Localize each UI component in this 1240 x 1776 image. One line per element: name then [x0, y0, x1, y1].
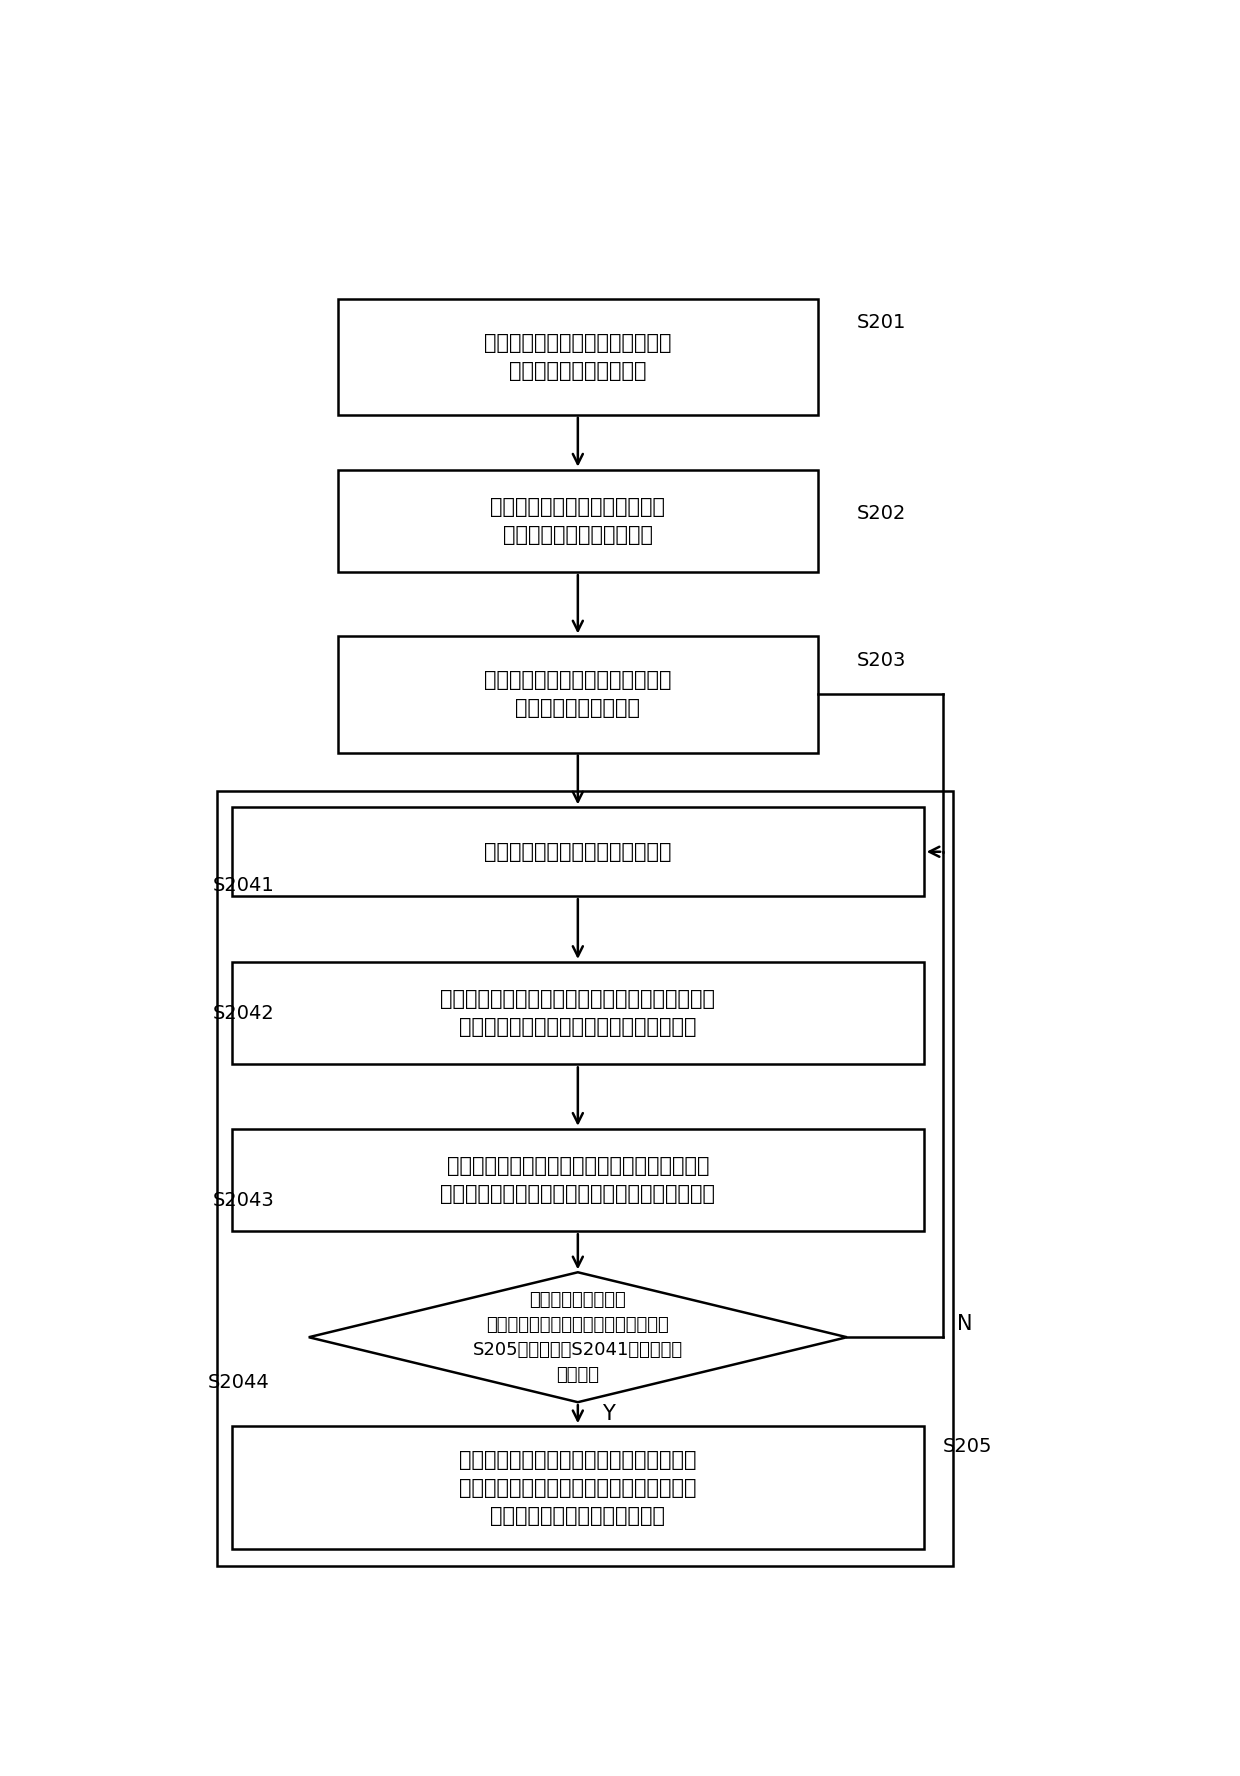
FancyBboxPatch shape: [232, 1130, 924, 1231]
Text: S2041: S2041: [213, 876, 274, 895]
Text: 根据所预置的自由参数值，对训练样本数据进行训
练建模，获得一个回归方程式作为建模结果: 根据所预置的自由参数值，对训练样本数据进行训 练建模，获得一个回归方程式作为建模…: [440, 989, 715, 1037]
FancyBboxPatch shape: [337, 469, 818, 572]
Text: 预置支持向量机模型的自由参数值: 预置支持向量机模型的自由参数值: [484, 842, 672, 861]
Text: 对所述正常样本数据进行相空间重
构，获得训练样本数据: 对所述正常样本数据进行相空间重 构，获得训练样本数据: [484, 671, 672, 719]
Text: Y: Y: [601, 1405, 615, 1424]
Text: 获取网络性能指标的历史值，动态
获取最新的历史样本数据: 获取网络性能指标的历史值，动态 获取最新的历史样本数据: [484, 332, 672, 380]
FancyBboxPatch shape: [232, 1426, 924, 1549]
Text: S201: S201: [857, 313, 906, 332]
FancyBboxPatch shape: [337, 636, 818, 753]
FancyBboxPatch shape: [232, 963, 924, 1064]
Text: N: N: [957, 1314, 973, 1334]
Text: 对所述最新的历史样本数据进行
预处理，获得正常样本数据: 对所述最新的历史样本数据进行 预处理，获得正常样本数据: [490, 497, 666, 545]
Text: S205: S205: [944, 1437, 992, 1456]
Text: S2042: S2042: [213, 1003, 274, 1023]
FancyBboxPatch shape: [337, 298, 818, 416]
FancyBboxPatch shape: [232, 808, 924, 897]
Text: 使用所述最优支持向量机模型对待预测时间
点上的数据进行预测，获得所述待预测时间
点上的性能指标值正常波动范围: 使用所述最优支持向量机模型对待预测时间 点上的数据进行预测，获得所述待预测时间 …: [459, 1449, 697, 1526]
Text: S2043: S2043: [213, 1192, 274, 1209]
Text: 将训练样本数据的实际值与所得回归方程式下的
计算值求差，得到拟合残差序列，计算自相关函数: 将训练样本数据的实际值与所得回归方程式下的 计算值求差，得到拟合残差序列，计算自…: [440, 1156, 715, 1204]
Text: S203: S203: [857, 650, 906, 670]
Text: S202: S202: [857, 504, 906, 524]
Text: 检查计算结果是否为
白噪声序列，如果是则获得模型最优转
S205，否则返回S2041，直到获得
最优模型: 检查计算结果是否为 白噪声序列，如果是则获得模型最优转 S205，否则返回S20…: [472, 1291, 683, 1384]
Text: S2044: S2044: [208, 1373, 269, 1392]
Polygon shape: [309, 1272, 847, 1403]
